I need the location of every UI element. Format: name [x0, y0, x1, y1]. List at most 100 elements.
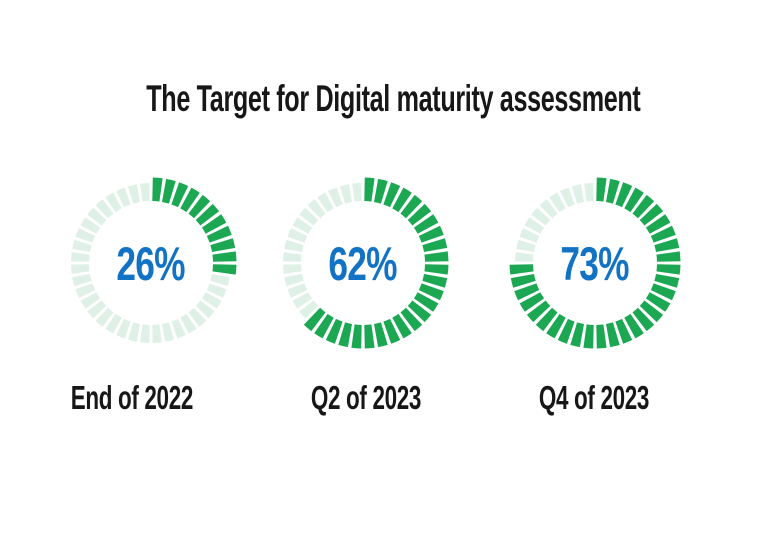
donut-segment-active — [201, 214, 227, 234]
gauge-value-end-of-2022: 26% — [63, 175, 239, 351]
donut-segment-active — [535, 307, 558, 332]
donut-segment-inactive — [210, 273, 230, 287]
donut-segment-inactive — [299, 300, 319, 319]
donut-ring-end-of-2022 — [71, 177, 237, 343]
donut-segment-inactive — [284, 239, 304, 253]
donut-segment-active — [413, 292, 439, 312]
donut-ring-q2-2023 — [283, 177, 449, 349]
donut-segment-active — [364, 324, 375, 349]
donut-segment-active — [422, 273, 448, 288]
donut-segment-inactive — [116, 187, 131, 208]
donut-ring-q4-2023 — [509, 177, 681, 349]
donut-segment-active — [303, 307, 326, 332]
donut-segment-active — [570, 322, 585, 348]
donut-segment-active — [188, 194, 211, 219]
donut-segment-active — [413, 214, 439, 234]
donut-segment-active — [656, 251, 681, 262]
donut-segment-active — [195, 203, 220, 226]
donut-segment-active — [171, 182, 189, 208]
donut-gauge-end-of-2022: 26% — [63, 175, 239, 351]
gauge-label-end-of-2022: End of 2022 — [22, 378, 242, 418]
donut-segment-active — [605, 178, 620, 204]
donut-segment-active — [632, 307, 655, 332]
donut-segment-inactive — [299, 207, 319, 226]
gauge-value-q2-2023: 62% — [275, 175, 451, 351]
donut-segment-active — [422, 238, 448, 253]
donut-segment-inactive — [87, 300, 107, 319]
donut-segment-inactive — [95, 307, 114, 327]
donut-segment-active — [583, 324, 594, 349]
donut-segment-active — [654, 273, 680, 288]
donut-segment-inactive — [317, 192, 334, 213]
donut-segment-inactive — [584, 183, 594, 202]
donut-segment-inactive — [283, 264, 302, 274]
donut-segment-inactive — [127, 184, 141, 204]
donut-segment-inactive — [75, 228, 96, 243]
donut-segment-inactive — [127, 322, 141, 342]
donut-segment-inactive — [560, 187, 575, 208]
donut-segment-active — [557, 318, 575, 344]
donut-segment-inactive — [80, 292, 101, 309]
donut-segment-active — [639, 300, 664, 323]
gauge-value-q4-2023: 73% — [507, 175, 683, 351]
donut-segment-active — [325, 318, 343, 344]
donut-segment-inactive — [72, 273, 92, 287]
gauge-label-text: Q4 of 2023 — [538, 379, 650, 416]
donut-segment-active — [161, 178, 176, 204]
donut-segment-active — [383, 182, 401, 208]
donut-gauge-q4-2023: 73% — [507, 175, 683, 351]
donut-segment-active — [510, 273, 536, 288]
donut-segment-inactive — [71, 252, 90, 262]
donut-segment-active — [314, 313, 334, 339]
donut-segment-active — [656, 264, 681, 275]
donut-segment-active — [639, 203, 664, 226]
donut-segment-inactive — [284, 273, 304, 287]
donut-segment-active — [210, 238, 236, 253]
chart-title-text: The Target for Digital maturity assessme… — [145, 78, 641, 119]
donut-segment-inactive — [171, 318, 186, 339]
gauge-label-text: Q2 of 2023 — [310, 379, 422, 416]
donut-segment-active — [526, 300, 551, 323]
donut-segment-inactive — [206, 283, 227, 298]
donut-segment-active — [407, 203, 432, 226]
donut-segment-inactive — [95, 199, 114, 219]
donut-segment-active — [418, 225, 444, 243]
donut-segment-active — [624, 313, 644, 339]
donut-segment-active — [212, 264, 237, 275]
donut-segment-active — [509, 264, 534, 275]
donut-segment-inactive — [339, 184, 353, 204]
donut-segment-active — [418, 283, 444, 301]
donut-segment-active — [152, 177, 163, 202]
donut-segment-active — [351, 324, 362, 349]
gauge-label-q2-2023: Q2 of 2023 — [256, 378, 476, 418]
donut-segment-active — [624, 187, 644, 213]
donut-segment-inactive — [328, 187, 343, 208]
donut-segment-inactive — [75, 283, 96, 298]
donut-segment-active — [180, 187, 200, 213]
donut-segment-active — [514, 283, 540, 301]
chart-title: The Target for Digital maturity assessme… — [9, 80, 768, 118]
donut-segment-inactive — [188, 307, 207, 327]
donut-segment-active — [654, 238, 680, 253]
gauge-value-text: 73% — [560, 236, 630, 290]
donut-gauge-q2-2023: 62% — [275, 175, 451, 351]
donut-segment-active — [605, 322, 620, 348]
donut-segment-active — [596, 177, 607, 202]
donut-segment-inactive — [287, 283, 308, 298]
donut-segment-inactive — [105, 192, 122, 213]
donut-segment-inactive — [519, 228, 540, 243]
donut-segment-inactive — [539, 199, 558, 219]
donut-segment-active — [546, 313, 566, 339]
donut-segment-inactive — [105, 313, 122, 334]
donut-segment-active — [206, 225, 232, 243]
gauge-value-text: 62% — [328, 236, 398, 290]
gauge-label-q4-2023: Q4 of 2023 — [484, 378, 704, 418]
donut-segment-active — [645, 214, 671, 234]
donut-segment-active — [400, 194, 423, 219]
donut-segment-inactive — [116, 318, 131, 339]
donut-segment-inactive — [140, 183, 150, 202]
donut-segment-active — [519, 292, 545, 312]
donut-segment-inactive — [516, 239, 536, 253]
donut-segment-active — [392, 313, 412, 339]
